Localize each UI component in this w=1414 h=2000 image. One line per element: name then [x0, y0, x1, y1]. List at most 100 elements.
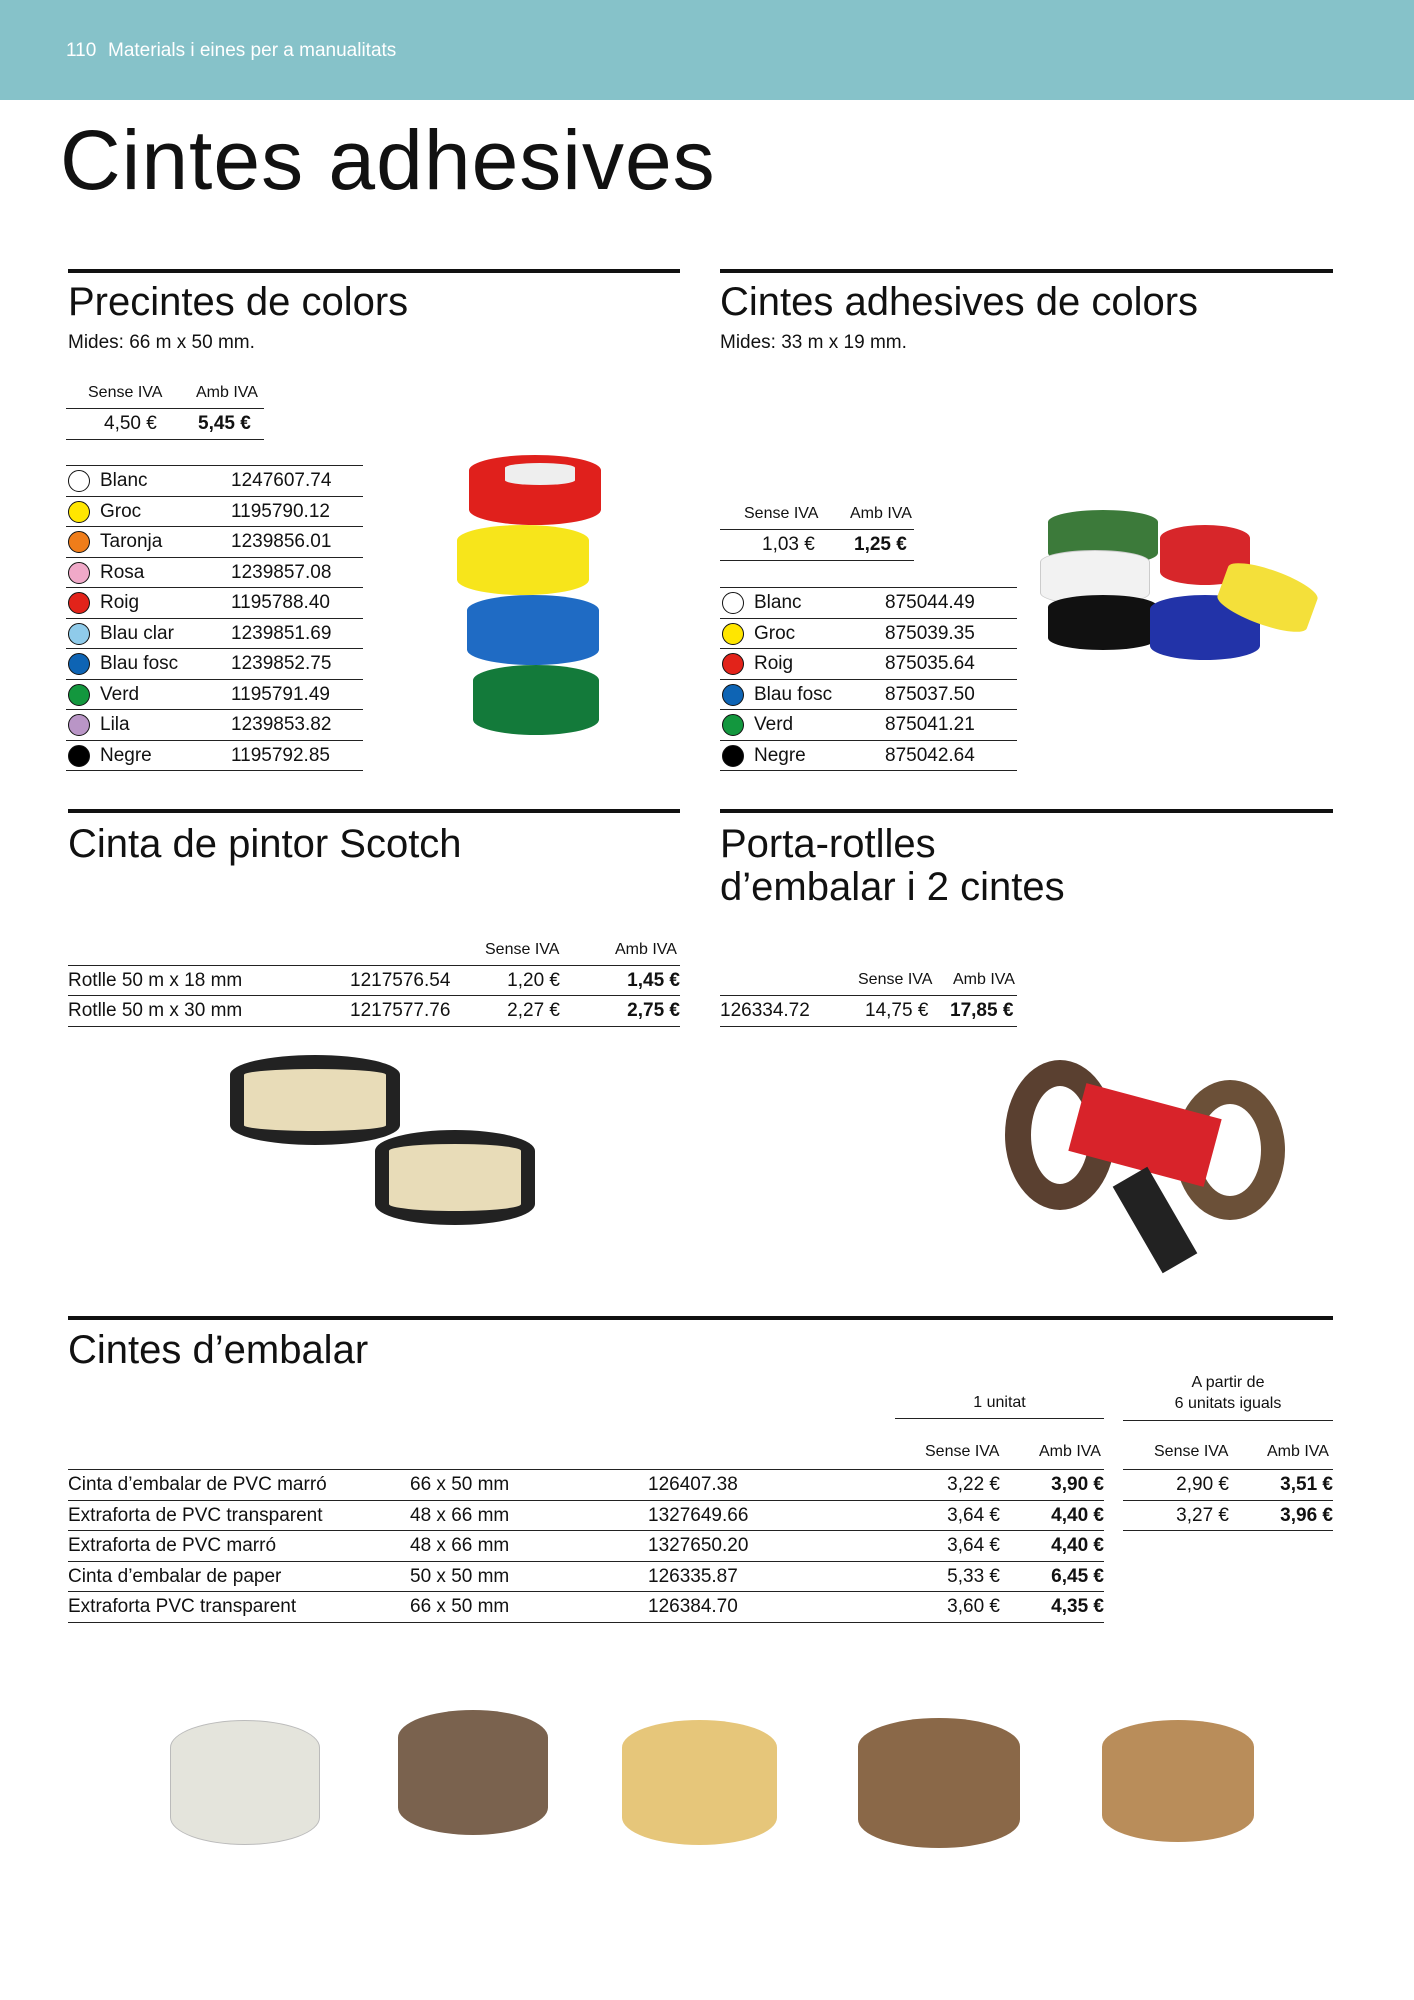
tape-dispenser-image: [1005, 1040, 1305, 1274]
price-vat-6: 3,96 €: [1280, 1504, 1333, 1526]
price-net: 1,20 €: [507, 969, 560, 991]
price-net: 3,22 €: [947, 1474, 1000, 1495]
table-row: Rotlle 50 m x 18 mm 1217576.54 1,20 € 1,45 …: [68, 966, 680, 996]
header-sense-iva: Sense IVA: [485, 941, 560, 958]
product-size: 50 x 50 mm: [410, 1565, 510, 1587]
color-swatch-icon: [722, 714, 744, 736]
page-number: 110: [66, 40, 97, 61]
price-vat: 1,45 €: [627, 969, 680, 991]
product-name: Extraforta de PVC transparent: [68, 1504, 323, 1526]
header-amb-iva: Amb IVA: [615, 941, 677, 958]
scotch-table: Sense IVA Amb IVA Rotlle 50 m x 18 mm 1217…: [68, 935, 680, 1027]
tape-extra-transparent-image: [1102, 1720, 1254, 1842]
product-code: 126384.70: [648, 1596, 738, 1617]
scotch-title: Cinta de pintor Scotch: [68, 822, 462, 866]
group-six-units: A partir de 6 unitats iguals: [1123, 1372, 1333, 1421]
product-name: Extraforta PVC transparent: [68, 1596, 297, 1617]
price-net: 14,75 €: [865, 1000, 929, 1021]
color-name: Blau clar: [100, 622, 174, 644]
price-vat: 6,45 €: [1051, 1565, 1104, 1587]
color-name: Rosa: [100, 561, 145, 583]
tape-paper-image: [622, 1720, 777, 1845]
color-name: Blanc: [100, 470, 148, 491]
color-name: Negre: [754, 744, 806, 766]
scotch-masking-tape-image: [225, 1050, 545, 1240]
color-name: Taronja: [100, 531, 163, 552]
product-code: 875039.35: [885, 622, 975, 644]
product-name: Cinta d’embalar de paper: [68, 1565, 282, 1587]
section-rule: [720, 809, 1333, 813]
product-code: 1239856.01: [231, 531, 332, 552]
header-amb-iva-6: Amb IVA: [1267, 1443, 1329, 1460]
color-list-item: Taronja 1239856.01: [66, 527, 363, 558]
porta-title-line1: Porta-rotlles: [720, 822, 936, 866]
color-list-item: Blau fosc 875037.50: [720, 680, 1017, 710]
price-net: 2,27 €: [507, 1000, 560, 1021]
color-list-item: Roig 875035.64: [720, 649, 1017, 680]
color-name: Blau fosc: [754, 683, 833, 705]
color-swatch-icon: [68, 561, 90, 584]
header-sense-iva: Sense IVA: [925, 1443, 1000, 1460]
product-name: Rotlle 50 m x 18 mm: [68, 969, 243, 991]
color-swatch-icon: [722, 592, 744, 614]
header-amb-iva: Amb IVA: [1039, 1443, 1101, 1460]
table-row-six-units: 3,27 € 3,96 €: [1123, 1501, 1333, 1531]
product-code: 1239851.69: [231, 622, 332, 644]
header-amb-iva: Amb IVA: [953, 971, 1015, 988]
embalar-table: Cinta d’embalar de PVC marró 66 x 50 mm 12…: [68, 1469, 1104, 1623]
precintes-sizes: Mides: 66 m x 50 mm.: [68, 332, 255, 353]
product-code: 1239853.82: [231, 714, 332, 735]
product-size: 66 x 50 mm: [410, 1596, 510, 1617]
color-list-item: Rosa 1239857.08: [66, 558, 363, 588]
product-code: 1217576.54: [350, 969, 451, 991]
color-name: Verd: [754, 714, 794, 735]
price-vat: 2,75 €: [627, 1000, 680, 1021]
tape-brown-image: [398, 1710, 548, 1835]
precintes-color-list: Blanc 1247607.74 Groc 1195790.12 Taronja 1239…: [66, 465, 363, 771]
product-code: 126335.87: [648, 1565, 738, 1587]
table-row: Extraforta de PVC marró 48 x 66 mm 1327650…: [68, 1531, 1104, 1562]
packing-tapes-images: [0, 1700, 1414, 1890]
cintes-colors-list: Blanc 875044.49 Groc 875039.35 Roig 875035.64…: [720, 587, 1017, 771]
embalar-title: Cintes d’embalar: [68, 1328, 369, 1372]
color-list-item: Verd 875041.21: [720, 710, 1017, 741]
price-net-6: 2,90 €: [1176, 1474, 1229, 1495]
colored-tapes-image: [1040, 500, 1330, 680]
color-list-item: Groc 875039.35: [720, 619, 1017, 649]
price-net: 1,03 €: [762, 534, 815, 555]
porta-title-line2: d’embalar i 2 cintes: [720, 865, 1065, 909]
header-amb-iva: Amb IVA: [196, 384, 258, 401]
product-code: 1239857.08: [231, 561, 332, 583]
product-code: 1195788.40: [231, 592, 330, 613]
precintes-title: Precintes de colors: [68, 280, 409, 324]
price-net: 3,60 €: [947, 1596, 1000, 1617]
color-swatch-icon: [722, 622, 744, 645]
section-rule: [68, 809, 680, 813]
color-list-item: Lila 1239853.82: [66, 710, 363, 741]
color-name: Roig: [100, 592, 140, 613]
product-code: 875044.49: [885, 592, 975, 613]
color-name: Negre: [100, 744, 152, 766]
group-six-line1: A partir de: [1191, 1374, 1265, 1391]
price-vat: 1,25 €: [854, 534, 907, 555]
product-code: 1247607.74: [231, 470, 332, 491]
color-swatch-icon: [68, 622, 90, 645]
tape-transparent-image: [170, 1720, 320, 1845]
price-vat: 3,90 €: [1051, 1474, 1104, 1495]
header-sense-iva: Sense IVA: [858, 971, 933, 988]
porta-table: Sense IVA Amb IVA 126334.72 14,75 € 17,85 €: [720, 965, 1017, 1027]
cintes-colors-price-table: Sense IVA Amb IVA 1,03 € 1,25 €: [720, 499, 914, 561]
price-net: 5,33 €: [947, 1565, 1000, 1587]
price-net: 3,64 €: [947, 1504, 1000, 1526]
color-swatch-icon: [68, 714, 90, 736]
product-code: 875042.64: [885, 744, 975, 766]
color-name: Verd: [100, 683, 140, 705]
product-code: 1195790.12: [231, 500, 330, 522]
section-rule: [68, 269, 680, 273]
color-swatch-icon: [68, 500, 90, 523]
table-row: Extraforta de PVC transparent 48 x 66 mm 1…: [68, 1501, 1104, 1531]
precintes-price-table: Sense IVA Amb IVA 4,50 € 5,45 €: [66, 378, 264, 440]
color-swatch-icon: [722, 653, 744, 675]
embalar-table-six-units: 2,90 € 3,51 € 3,27 € 3,96 €: [1123, 1469, 1333, 1531]
color-swatch-icon: [68, 470, 90, 492]
